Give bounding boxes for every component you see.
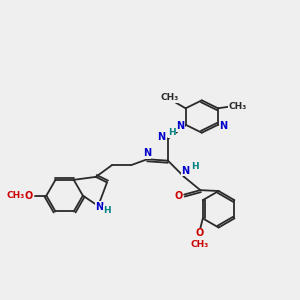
Text: O: O	[175, 191, 183, 201]
Text: N: N	[182, 166, 190, 176]
Text: CH₃: CH₃	[6, 190, 25, 200]
Text: CH₃: CH₃	[160, 94, 178, 103]
Text: N: N	[176, 121, 184, 131]
Text: N: N	[143, 148, 151, 158]
Text: H: H	[191, 162, 199, 171]
Text: N: N	[158, 132, 166, 142]
Text: O: O	[196, 228, 204, 238]
Text: N: N	[96, 202, 104, 212]
Text: CH₃: CH₃	[191, 239, 209, 248]
Text: O: O	[25, 190, 33, 201]
Text: CH₃: CH₃	[228, 102, 246, 111]
Text: H: H	[103, 206, 111, 215]
Text: N: N	[219, 121, 227, 131]
Text: H: H	[168, 128, 176, 137]
